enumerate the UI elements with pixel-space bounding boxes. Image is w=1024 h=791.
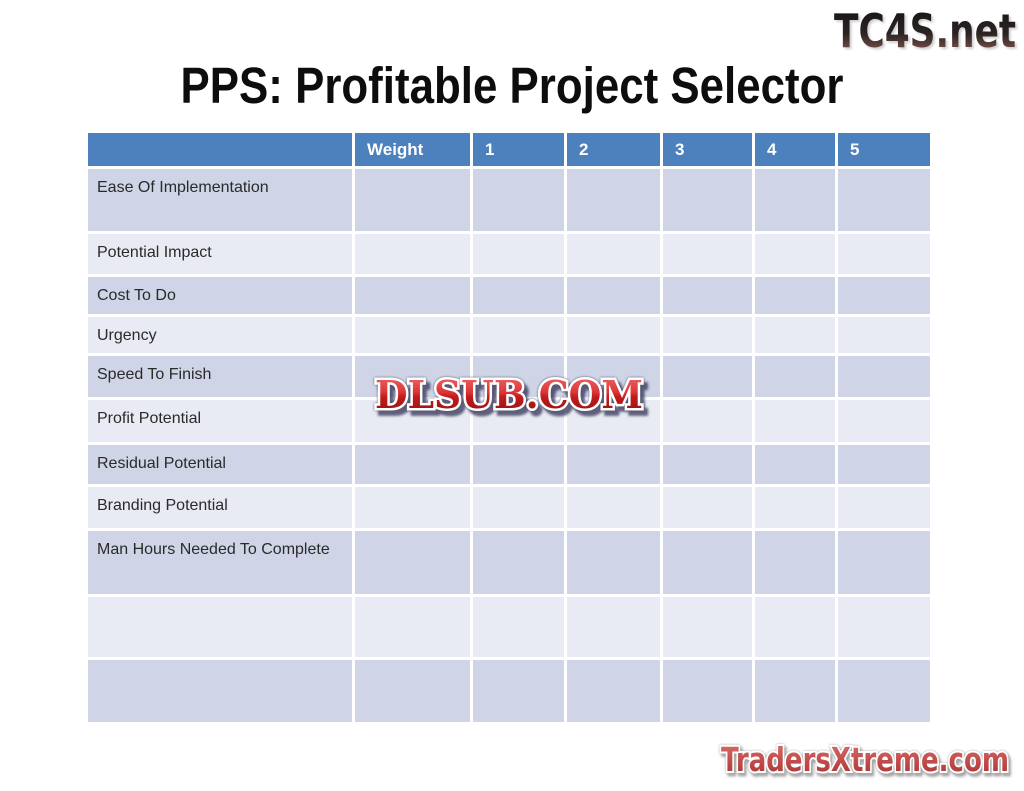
cell-row11-col5 <box>755 660 835 722</box>
cell-row8-col2 <box>473 487 564 528</box>
cell-row6-col6 <box>838 400 930 442</box>
cell-row11-col3 <box>567 660 660 722</box>
cell-row2-col2 <box>473 234 564 274</box>
cell-row8-col4 <box>663 487 752 528</box>
cell-row7-col6 <box>838 445 930 484</box>
cell-row1-col6 <box>838 169 930 231</box>
cell-row5-col5 <box>755 356 835 397</box>
cell-row4-col4 <box>663 317 752 353</box>
cell-row4-col3 <box>567 317 660 353</box>
tradersxtreme-watermark-svg: TradersXtreme.com <box>719 738 1011 781</box>
cell-row5-col1 <box>355 356 470 397</box>
cell-row11-col2 <box>473 660 564 722</box>
cell-row5-col4 <box>663 356 752 397</box>
row-label-man-hours-needed-to-complete: Man Hours Needed To Complete <box>88 531 352 594</box>
column-header-2: 2 <box>567 133 660 166</box>
row-label-branding-potential: Branding Potential <box>88 487 352 528</box>
row-label-potential-impact: Potential Impact <box>88 234 352 274</box>
cell-row6-col3 <box>567 400 660 442</box>
cell-row9-col2 <box>473 531 564 594</box>
cell-row9-col1 <box>355 531 470 594</box>
cell-row2-col6 <box>838 234 930 274</box>
cell-row2-col4 <box>663 234 752 274</box>
cell-row2-col5 <box>755 234 835 274</box>
tc4s-logo-svg: TC4S.net <box>834 4 1016 58</box>
cell-row1-col3 <box>567 169 660 231</box>
row-label-profit-potential: Profit Potential <box>88 400 352 442</box>
cell-row4-col1 <box>355 317 470 353</box>
page-title: PPS: Profitable Project Selector <box>180 57 844 114</box>
cell-row5-col3 <box>567 356 660 397</box>
cell-row8-col6 <box>838 487 930 528</box>
cell-row8-col3 <box>567 487 660 528</box>
cell-row10-col1 <box>355 597 470 657</box>
cell-row9-col5 <box>755 531 835 594</box>
cell-row6-col1 <box>355 400 470 442</box>
cell-row4-col2 <box>473 317 564 353</box>
cell-row6-col4 <box>663 400 752 442</box>
cell-row3-col3 <box>567 277 660 314</box>
column-header-5: 5 <box>838 133 930 166</box>
column-header-1: 1 <box>473 133 564 166</box>
cell-row3-col5 <box>755 277 835 314</box>
cell-row7-col3 <box>567 445 660 484</box>
tc4s-logo-text: TC4S.net <box>834 4 1016 56</box>
row-label-empty-11 <box>88 660 352 722</box>
cell-row8-col1 <box>355 487 470 528</box>
cell-row2-col3 <box>567 234 660 274</box>
cell-row9-col6 <box>838 531 930 594</box>
cell-row10-col6 <box>838 597 930 657</box>
cell-row9-col4 <box>663 531 752 594</box>
cell-row6-col2 <box>473 400 564 442</box>
column-header-3: 3 <box>663 133 752 166</box>
row-label-empty-10 <box>88 597 352 657</box>
tc4s-logo: TC4S.net <box>828 4 1018 61</box>
cell-row5-col2 <box>473 356 564 397</box>
cell-row10-col5 <box>755 597 835 657</box>
cell-row7-col4 <box>663 445 752 484</box>
cell-row9-col3 <box>567 531 660 594</box>
tradersxtreme-watermark-text: TradersXtreme.com <box>721 740 1009 779</box>
cell-row11-col4 <box>663 660 752 722</box>
cell-row11-col6 <box>838 660 930 722</box>
cell-row7-col1 <box>355 445 470 484</box>
scoring-table: Weight 1 2 3 4 5 Ease Of Implementation Potenti… <box>88 133 930 722</box>
cell-row1-col4 <box>663 169 752 231</box>
cell-row3-col6 <box>838 277 930 314</box>
column-header-blank <box>88 133 352 166</box>
cell-row8-col5 <box>755 487 835 528</box>
row-label-residual-potential: Residual Potential <box>88 445 352 484</box>
cell-row7-col5 <box>755 445 835 484</box>
cell-row3-col4 <box>663 277 752 314</box>
cell-row3-col2 <box>473 277 564 314</box>
cell-row4-col6 <box>838 317 930 353</box>
dlsub-watermark: DLSUB.COM <box>364 368 654 425</box>
row-label-cost-to-do: Cost To Do <box>88 277 352 314</box>
cell-row1-col5 <box>755 169 835 231</box>
cell-row3-col1 <box>355 277 470 314</box>
cell-row10-col3 <box>567 597 660 657</box>
cell-row11-col1 <box>355 660 470 722</box>
tradersxtreme-watermark: TradersXtreme.com <box>714 738 1016 787</box>
cell-row1-col1 <box>355 169 470 231</box>
dlsub-watermark-svg: DLSUB.COM <box>373 370 646 420</box>
cell-row1-col2 <box>473 169 564 231</box>
row-label-ease-of-implementation: Ease Of Implementation <box>88 169 352 231</box>
row-label-speed-to-finish: Speed To Finish <box>88 356 352 397</box>
cell-row6-col5 <box>755 400 835 442</box>
cell-row2-col1 <box>355 234 470 274</box>
cell-row4-col5 <box>755 317 835 353</box>
dlsub-watermark-text: DLSUB.COM <box>375 372 643 417</box>
column-header-weight: Weight <box>355 133 470 166</box>
cell-row5-col6 <box>838 356 930 397</box>
cell-row7-col2 <box>473 445 564 484</box>
cell-row10-col4 <box>663 597 752 657</box>
cell-row10-col2 <box>473 597 564 657</box>
column-header-4: 4 <box>755 133 835 166</box>
row-label-urgency: Urgency <box>88 317 352 353</box>
